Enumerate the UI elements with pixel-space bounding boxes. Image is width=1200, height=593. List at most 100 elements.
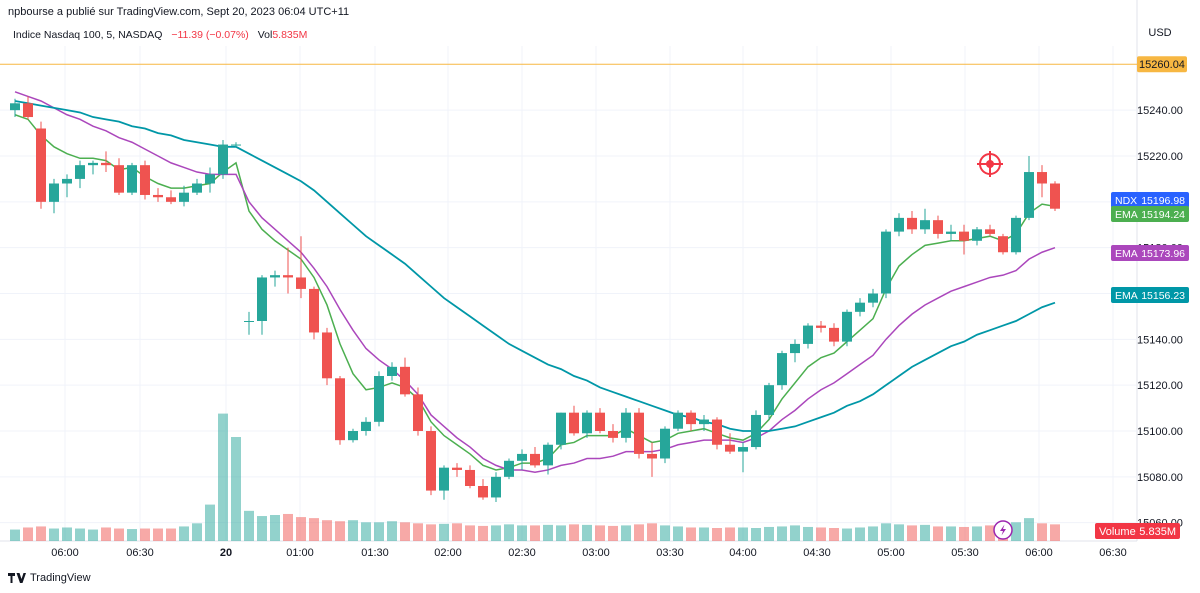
volume-bar — [504, 524, 514, 541]
candle-body — [569, 412, 579, 434]
x-tick-label: 20 — [220, 547, 232, 559]
candle-body — [309, 288, 319, 333]
volume-bar — [582, 524, 592, 541]
x-tick-label: 06:00 — [1025, 547, 1053, 559]
candle-body — [530, 453, 540, 466]
volume-bar — [322, 520, 332, 541]
candle-body — [790, 343, 800, 354]
candle-body — [686, 412, 696, 425]
volume-bar — [933, 526, 943, 541]
volume-bar — [1011, 522, 1021, 541]
volume-bar — [231, 437, 241, 541]
candle-body — [374, 376, 384, 422]
footer-brand-text: TradingView — [30, 572, 91, 584]
candle-body — [140, 165, 150, 195]
x-tick-label: 05:00 — [877, 547, 905, 559]
price-axis: 15240.0015220.0015200.0015180.0015160.00… — [1137, 105, 1183, 530]
candle-body — [179, 192, 189, 202]
candle-body — [10, 103, 20, 111]
candle-body — [959, 231, 969, 241]
price-tag-label: EMA — [1115, 248, 1138, 260]
volume-bar — [751, 528, 761, 541]
candle-body — [322, 332, 332, 379]
candle-body — [439, 467, 449, 491]
volume-bar — [1037, 523, 1047, 541]
target-icon[interactable] — [977, 151, 1003, 177]
price-tag-bg — [1111, 245, 1189, 261]
candle-body — [413, 394, 423, 431]
volume-bar — [127, 529, 137, 541]
candle-body — [881, 231, 891, 294]
candle-body — [75, 165, 85, 179]
grid — [0, 0, 1138, 542]
candle-body — [257, 277, 267, 321]
footer-brand[interactable]: TradingView — [8, 572, 91, 584]
volume-bar — [270, 515, 280, 541]
volume-bar — [673, 526, 683, 541]
volume-bar — [153, 528, 163, 541]
candle-body — [894, 217, 904, 232]
price-tag-bg — [1111, 287, 1189, 303]
volume-bar — [101, 527, 111, 541]
candle-body — [101, 162, 111, 166]
candle-body — [361, 421, 371, 431]
candle-body — [400, 366, 410, 395]
candle-body — [699, 419, 709, 425]
y-tick-label: 15100.00 — [1137, 426, 1183, 438]
x-tick-label: 05:30 — [951, 547, 979, 559]
volume-bar — [985, 525, 995, 541]
candle-body — [387, 366, 397, 376]
ema-fast-line — [14, 114, 1056, 471]
candle-body — [231, 144, 241, 146]
symbol-legend: Indice Nasdaq 100, 5, NASDAQ −11.39 (−0.… — [13, 29, 307, 41]
volume-bar — [764, 526, 774, 541]
volume-bar — [738, 527, 748, 541]
candle-body — [517, 453, 527, 461]
candle-body — [166, 197, 176, 202]
candle-body — [738, 447, 748, 452]
x-tick-label: 02:00 — [434, 547, 462, 559]
candle-body — [621, 412, 631, 438]
candle-body — [946, 231, 956, 234]
currency-label: USD — [1148, 27, 1171, 39]
volume-bar — [36, 526, 46, 541]
volume-bar — [556, 525, 566, 541]
volume-bar — [1024, 518, 1034, 541]
candle-body — [153, 194, 163, 198]
price-tag-label: EMA — [1115, 209, 1138, 221]
candle-body — [23, 103, 33, 118]
volume-value: 5.835M — [272, 29, 308, 41]
candle-body — [972, 229, 982, 241]
volume-bar — [348, 520, 358, 541]
x-tick-label: 01:30 — [361, 547, 389, 559]
price-tag-value: 15194.24 — [1141, 209, 1185, 221]
volume-bar — [621, 525, 631, 541]
volume-bar — [881, 523, 891, 541]
volume-bar — [647, 523, 657, 541]
y-tick-label: 15080.00 — [1137, 472, 1183, 484]
candle-body — [127, 165, 137, 193]
ema-slow-line — [14, 100, 1056, 432]
candle-body — [634, 412, 644, 454]
volume-bar — [491, 525, 501, 541]
y-tick-label: 15240.00 — [1137, 105, 1183, 117]
candle-body — [660, 428, 670, 459]
candle-body — [452, 467, 462, 470]
volume-bar — [309, 518, 319, 541]
x-tick-label: 06:00 — [51, 547, 79, 559]
volume-bar — [452, 523, 462, 541]
volume-bar — [192, 523, 202, 541]
candle-body — [491, 476, 501, 498]
candle-body — [244, 321, 254, 322]
lightning-icon[interactable] — [993, 520, 1013, 540]
candle-body — [543, 444, 553, 466]
volume-bar — [920, 524, 930, 541]
volume-bar — [712, 528, 722, 541]
volume-bar — [1050, 524, 1060, 541]
volume-bar — [179, 526, 189, 541]
y-tick-label: 15220.00 — [1137, 151, 1183, 163]
symbol-title[interactable]: Indice Nasdaq 100, 5, NASDAQ — [13, 29, 163, 41]
volume-bar — [907, 525, 917, 541]
candle-body — [192, 183, 202, 193]
